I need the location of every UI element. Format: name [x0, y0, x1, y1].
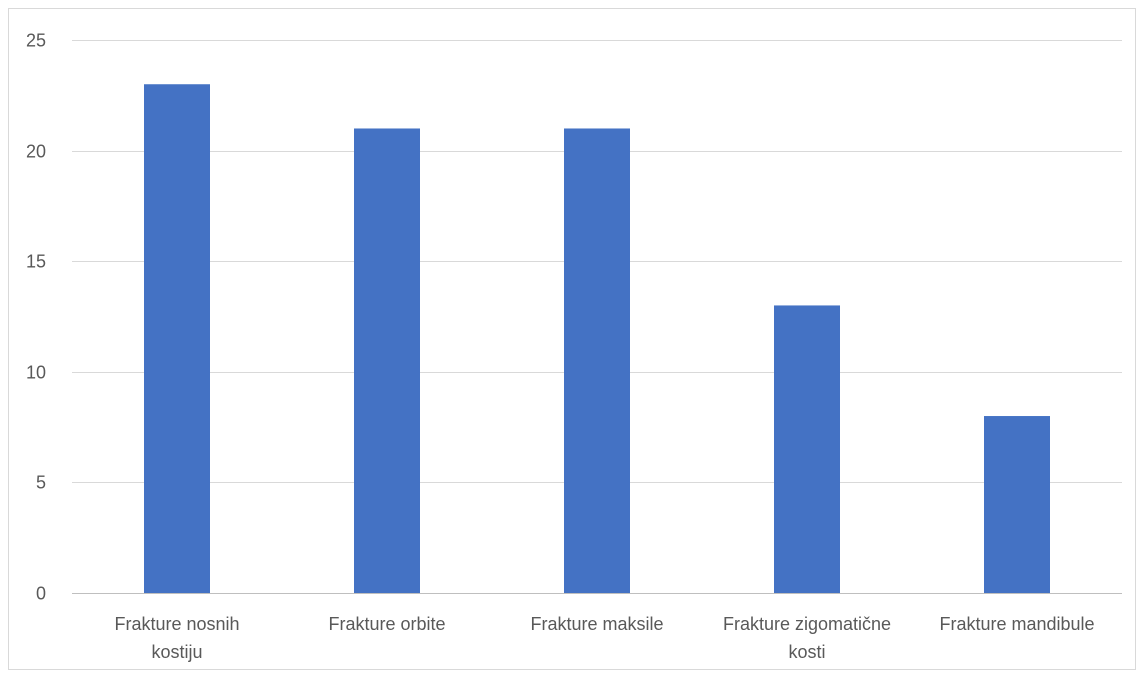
x-category-label-3: Frakture maksile — [530, 614, 663, 634]
x-category-label-4-line-2: kosti — [788, 642, 825, 662]
y-axis-tick-labels: 0 5 10 15 20 25 — [26, 31, 46, 604]
x-axis-category-labels: Frakture nosnih kostiju Frakture orbite Fra… — [114, 614, 1094, 662]
x-category-label-4-line-1: Frakture zigomatične — [723, 614, 891, 634]
x-category-label-5: Frakture mandibule — [939, 614, 1094, 634]
bars — [144, 84, 1050, 594]
y-tick-label-20: 20 — [26, 142, 46, 162]
bar-5 — [984, 416, 1050, 593]
x-category-label-2: Frakture orbite — [328, 614, 445, 634]
x-category-label-1-line-1: Frakture nosnih — [114, 614, 239, 634]
bar-2 — [354, 128, 420, 594]
y-tick-label-10: 10 — [26, 363, 46, 383]
bar-3 — [564, 128, 630, 594]
bar-4 — [774, 305, 840, 593]
bar-1 — [144, 84, 210, 594]
y-tick-label-0: 0 — [36, 584, 46, 604]
x-category-label-1-line-2: kostiju — [151, 642, 202, 662]
y-tick-label-15: 15 — [26, 252, 46, 272]
y-tick-label-5: 5 — [36, 473, 46, 493]
y-tick-label-25: 25 — [26, 31, 46, 51]
